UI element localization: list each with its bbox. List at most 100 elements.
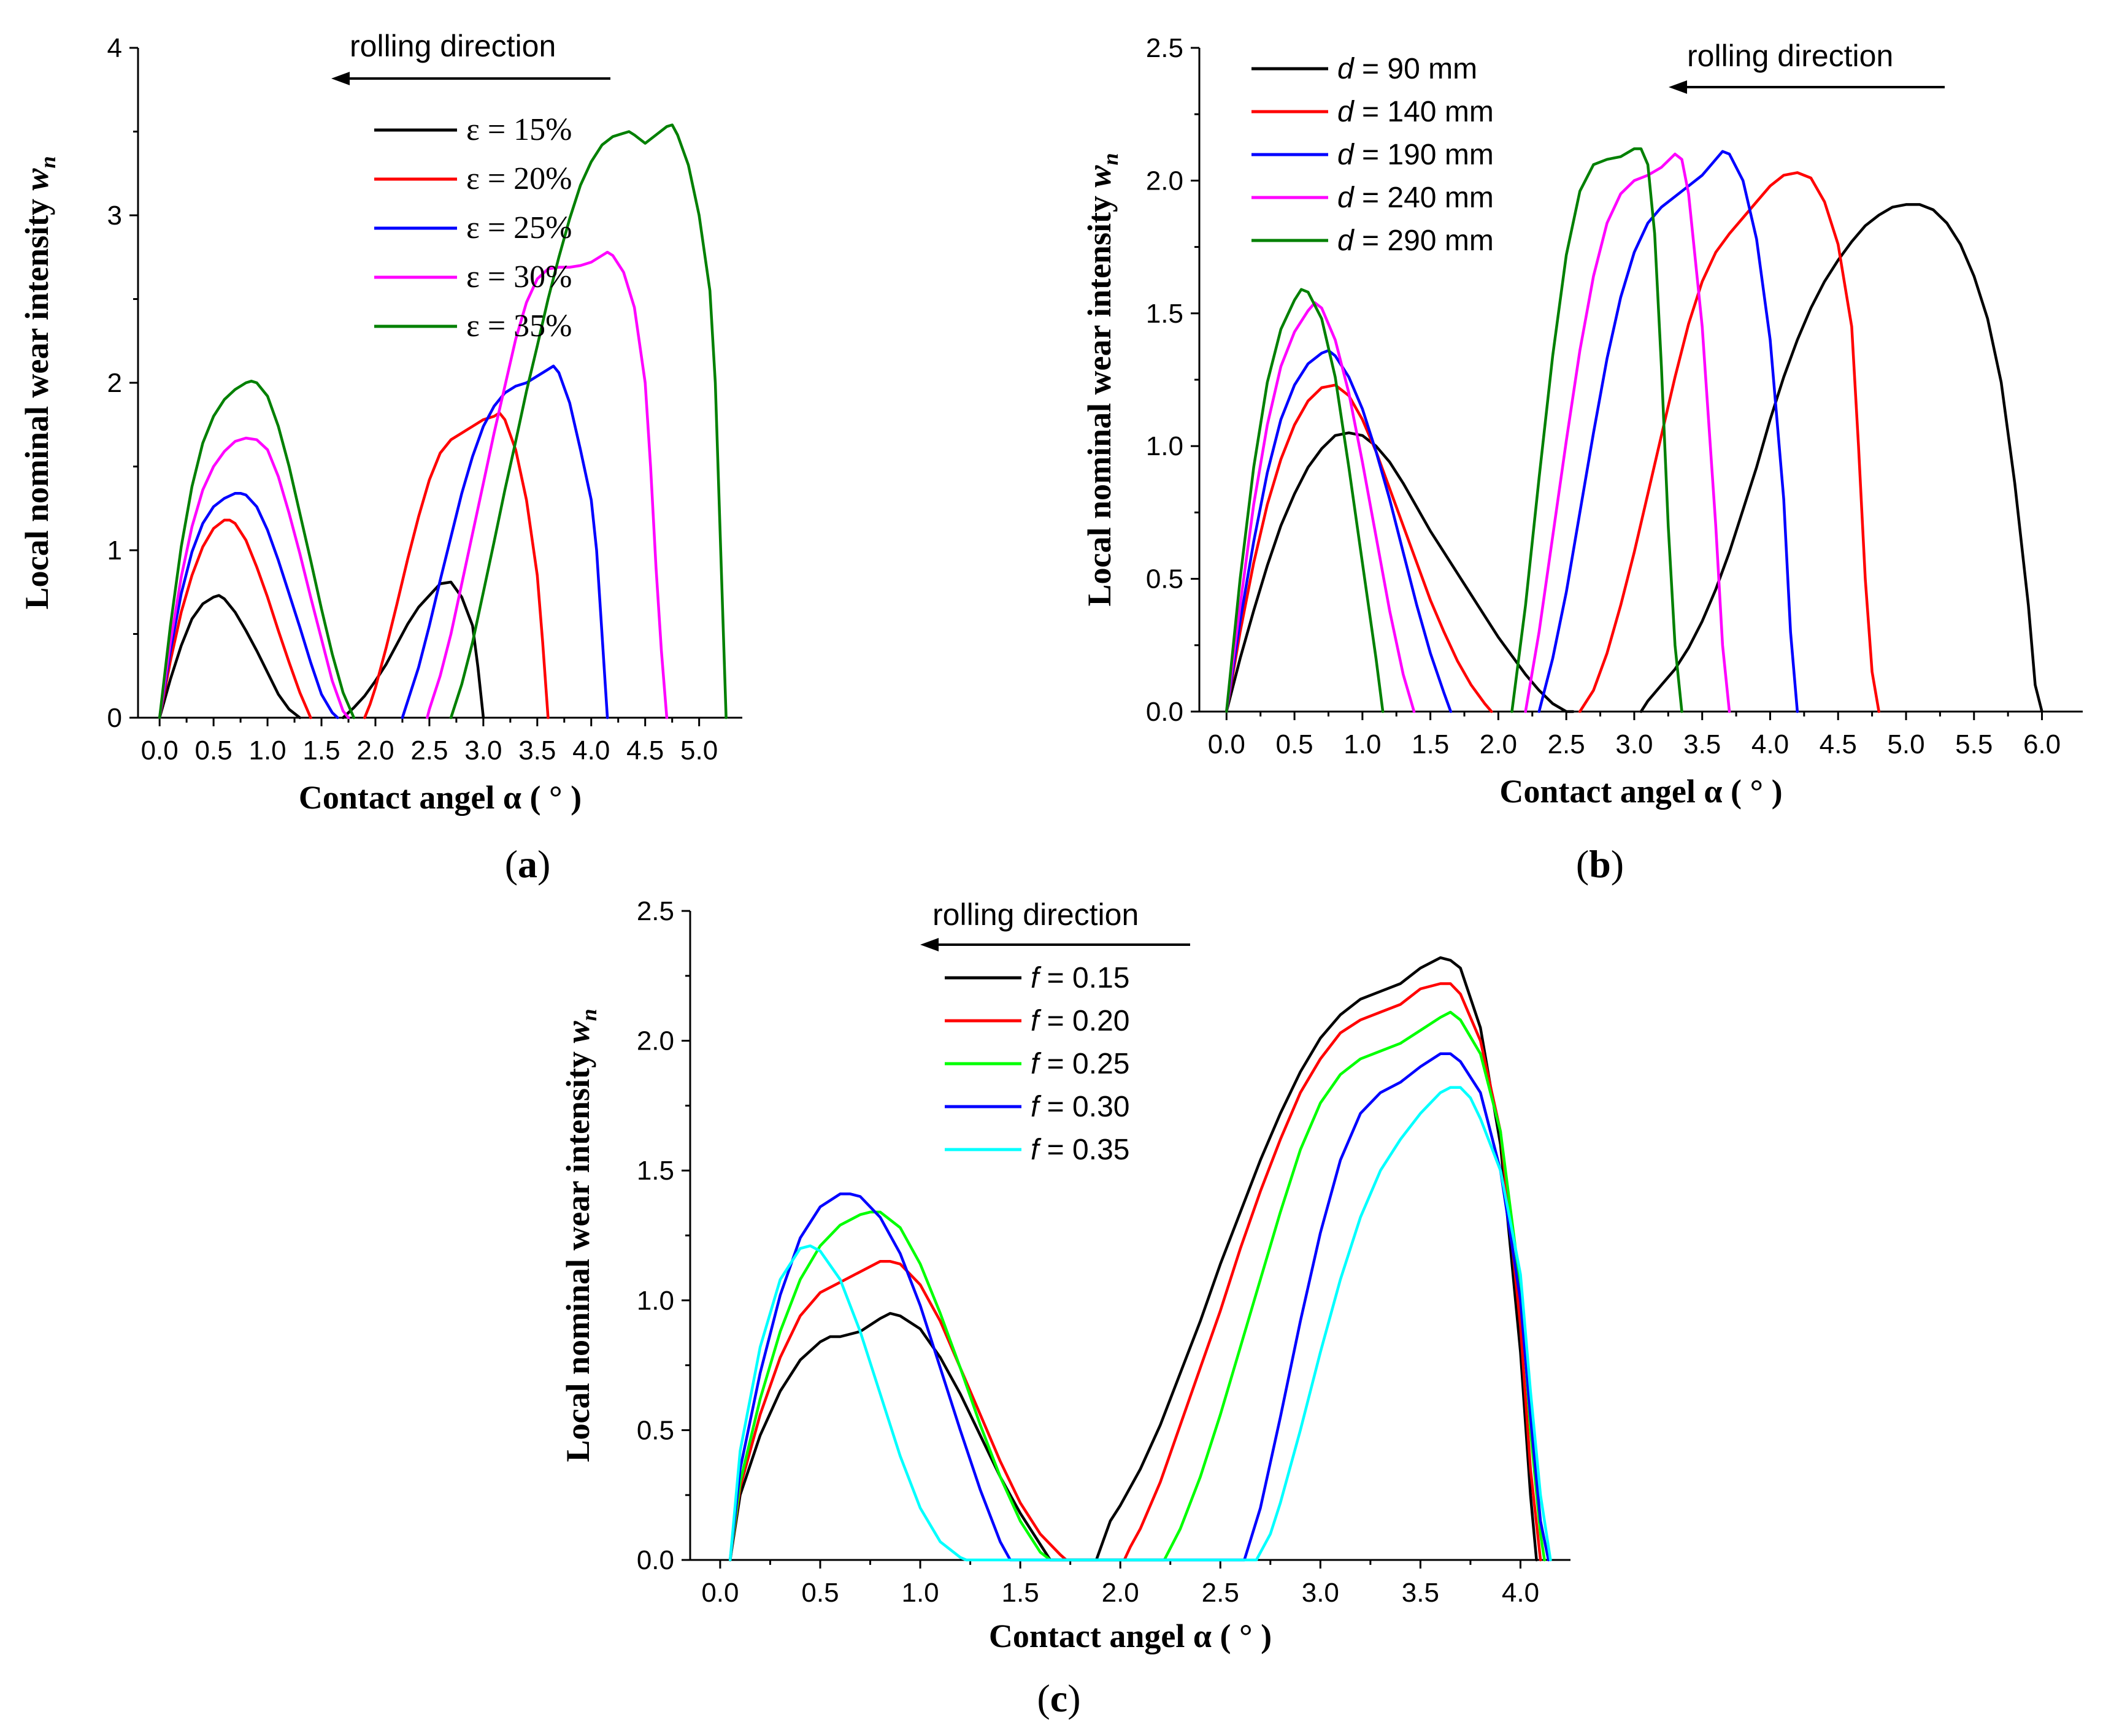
x-tick-label: 3.5 [518, 735, 556, 766]
y-tick-label: 0 [107, 703, 122, 733]
x-tick-label: 2.0 [1102, 1578, 1139, 1608]
legend-entry-value: = 140 mm [1354, 96, 1494, 128]
x-tick-label: 3.0 [1302, 1578, 1339, 1608]
x-axis-title: Contact angel α ( ° ) [989, 1618, 1272, 1654]
chart-panel-a: 0.0 0.5 1.0 1.5 2.0 2.5 3.0 3.5 4.0 4.5 5.0 0 1 2 3 4 Co… [18, 29, 742, 886]
y-axis-title-text: Local nominal wear intensity [1081, 188, 1118, 607]
legend-entry-value: = 0.25 [1039, 1048, 1129, 1080]
x-tick-label: 1.5 [1412, 729, 1449, 759]
series-line-1 [158, 580, 485, 720]
legend-entry-value: = 0.20 [1039, 1005, 1129, 1037]
y-axis-title-text: Local nominal wear intensity [559, 1043, 596, 1462]
x-tick-label: 4.0 [1751, 729, 1789, 759]
x-tick-label: 4.0 [1502, 1578, 1539, 1608]
series-line-4 [728, 1052, 1550, 1562]
chart-panel-c: 0.0 0.5 1.0 1.5 2.0 2.5 3.0 3.5 4.0 0.0 0.5 1.0 1.5 2… [559, 896, 1570, 1720]
series-line-1 [728, 956, 1538, 1562]
chart-panel-b: 0.0 0.5 1.0 1.5 2.0 2.5 3.0 3.5 4.0 4.5 5.0 5.5 6.0 0… [1081, 33, 2083, 886]
legend-entry-value: = 0.35 [1039, 1134, 1129, 1166]
x-tick-label: 5.5 [1955, 729, 1993, 759]
y-tick-label: 1.5 [1146, 299, 1183, 329]
series-line-1 [1225, 203, 2043, 713]
rolling-direction-label: rolling direction [350, 29, 556, 63]
legend-entry-value: = 190 mm [1354, 139, 1494, 171]
legend-entry-label: ε = 30% [466, 259, 572, 294]
panel-label: (b) [1576, 842, 1624, 886]
y-axis-title-text: Local nominal wear intensity [18, 191, 55, 610]
panel-label: (a) [505, 842, 551, 886]
series-line-5 [728, 1086, 1552, 1562]
x-tick-label: 6.0 [2023, 729, 2061, 759]
y-tick-label: 0.5 [1146, 564, 1183, 594]
panel-label: (c) [1037, 1676, 1080, 1720]
legend-entry-label: d = 290 mm [1337, 225, 1494, 257]
x-tick-label: 2.5 [1202, 1578, 1239, 1608]
legend-entry-label: d = 90 mm [1337, 53, 1477, 85]
x-tick-label: 1.0 [248, 735, 286, 766]
y-tick-label: 1 [107, 536, 122, 566]
y-tick-label: 4 [107, 33, 122, 63]
series-line-3 [158, 364, 609, 720]
x-tick-label: 5.0 [1887, 729, 1924, 759]
x-tick-label: 2.5 [410, 735, 448, 766]
legend-entry-value: = 290 mm [1354, 225, 1494, 257]
y-axis-title-subscript: n [1098, 153, 1123, 165]
arrow-left-icon [331, 72, 350, 85]
x-tick-label: 0.0 [701, 1578, 739, 1608]
y-tick-label: 0.0 [1146, 697, 1183, 727]
legend-entry-label: ε = 20% [466, 161, 572, 196]
y-tick-label: 2 [107, 368, 122, 398]
rolling-direction-label: rolling direction [1687, 39, 1893, 73]
legend-entry-symbol: d [1337, 96, 1355, 128]
series-line-2 [728, 982, 1542, 1562]
legend-entry-label: f = 0.35 [1031, 1134, 1129, 1166]
y-axis-title-symbol: w [559, 1021, 596, 1043]
x-tick-label: 1.0 [901, 1578, 939, 1608]
panel-label-letter: c [1050, 1676, 1067, 1720]
legend-entry-label: f = 0.20 [1031, 1005, 1129, 1037]
x-tick-label: 1.5 [302, 735, 340, 766]
y-tick-label: 0.5 [637, 1415, 674, 1445]
x-tick-label: 4.5 [626, 735, 664, 766]
panel-label-letter: a [518, 842, 537, 886]
y-tick-label: 2.0 [1146, 166, 1183, 196]
x-tick-label: 2.5 [1548, 729, 1585, 759]
series-line-5 [158, 123, 728, 720]
x-tick-label: 2.0 [356, 735, 394, 766]
panel-label-open: ( [1576, 842, 1589, 886]
series-line-5 [1225, 147, 1683, 713]
panel-label-open: ( [505, 842, 518, 886]
legend-entry-value: = 240 mm [1354, 182, 1494, 214]
legend-entry-symbol: d [1337, 225, 1355, 257]
x-tick-label: 5.0 [680, 735, 718, 766]
x-tick-label: 0.0 [1208, 729, 1245, 759]
legend-entry-label: d = 140 mm [1337, 96, 1494, 128]
y-tick-label: 3 [107, 201, 122, 231]
y-axis-title: Local nominal wear intensity wn [559, 1008, 601, 1462]
y-tick-label: 0.0 [637, 1545, 674, 1575]
x-axis-title: Contact angel α ( ° ) [299, 779, 582, 816]
legend-entry-label: d = 240 mm [1337, 182, 1494, 214]
x-tick-label: 4.0 [572, 735, 610, 766]
arrow-left-icon [1669, 80, 1687, 94]
arrow-left-icon [920, 938, 939, 951]
legend-entry-value: = 0.15 [1039, 962, 1129, 994]
legend-entry-label: f = 0.15 [1031, 962, 1129, 994]
x-tick-label: 4.5 [1820, 729, 1857, 759]
series-line-4 [158, 250, 669, 720]
x-tick-label: 3.0 [464, 735, 502, 766]
y-axis-title-symbol: w [1081, 165, 1118, 188]
series-line-3 [728, 1010, 1546, 1562]
legend-entry-symbol: d [1337, 53, 1355, 85]
y-axis-title: Local nominal wear intensity wn [1081, 153, 1123, 606]
legend-entry-label: d = 190 mm [1337, 139, 1494, 171]
x-tick-label: 0.5 [1275, 729, 1313, 759]
panel-label-letter: b [1589, 842, 1611, 886]
y-axis-title: Local nominal wear intensity wn [18, 156, 60, 609]
y-tick-label: 2.5 [637, 896, 674, 926]
series-line-3 [1225, 150, 1799, 713]
x-tick-label: 1.5 [1002, 1578, 1039, 1608]
x-tick-label: 0.5 [801, 1578, 839, 1608]
legend-entry-symbol: d [1337, 139, 1355, 171]
panel-label-close: ) [1611, 842, 1624, 886]
